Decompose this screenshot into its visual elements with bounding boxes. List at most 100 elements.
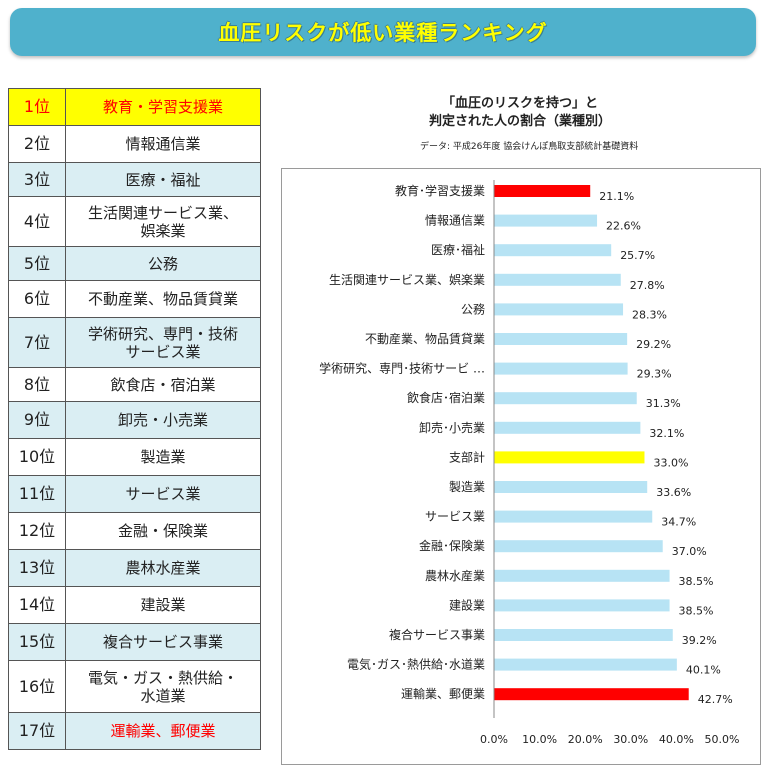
ranking-position: 13位: [8, 549, 66, 587]
ranking-industry-line: 娯楽業: [140, 221, 186, 240]
ranking-industry-line: 不動産業、物品賃貸業: [87, 290, 238, 308]
chart-bar: [494, 214, 598, 227]
ranking-industry: 公務: [65, 246, 261, 281]
category-label: 運輸業、郵便業: [401, 686, 485, 701]
ranking-industry-line: 水道業: [140, 686, 186, 705]
ranking-position: 8位: [8, 367, 66, 402]
chart-bar: [494, 421, 641, 434]
ranking-row: 12位 金融・保険業: [8, 512, 261, 550]
chart-bar: [494, 451, 645, 464]
ranking-industry: 不動産業、物品賃貸業: [65, 280, 261, 318]
chart-bar: [494, 510, 653, 523]
ranking-position: 12位: [8, 512, 66, 550]
data-label: 34.7%: [661, 516, 696, 529]
x-tick-label: 0.0%: [480, 733, 508, 746]
category-label: サービス業: [425, 510, 485, 524]
chart-bar: [494, 540, 663, 553]
ranking-industry: 農林水産業: [65, 549, 261, 587]
data-label: 39.2%: [682, 634, 717, 647]
ranking-position: 17位: [8, 712, 66, 750]
chart-bar: [494, 244, 612, 257]
chart-bar: [494, 569, 670, 582]
chart-bar: [494, 599, 670, 612]
ranking-industry-line: 運輸業、郵便業: [110, 722, 216, 740]
ranking-industry-line: 卸売・小売業: [117, 411, 208, 429]
data-label: 42.7%: [698, 693, 733, 706]
chart-bar: [494, 481, 648, 493]
data-label: 28.3%: [632, 308, 667, 321]
ranking-industry-line: 製造業: [140, 448, 186, 466]
ranking-row: 8位 飲食店・宿泊業: [8, 367, 261, 402]
data-label: 22.6%: [606, 220, 641, 233]
ranking-table: 1位 教育・学習支援業 2位 情報通信業 3位 医療・福祉 4位 生活関連サービス業、 娯楽業 5…: [8, 88, 261, 750]
data-label: 27.8%: [630, 279, 665, 292]
ranking-row: 13位 農林水産業: [8, 549, 261, 587]
ranking-position: 2位: [8, 125, 66, 163]
chart-bar: [494, 303, 624, 316]
ranking-row: 6位 不動産業、物品賃貸業: [8, 280, 261, 318]
data-label: 38.5%: [679, 604, 714, 617]
ranking-industry-line: 建設業: [140, 596, 186, 614]
ranking-industry: 教育・学習支援業: [65, 88, 261, 126]
data-label: 33.6%: [656, 486, 691, 499]
category-label: 飲食店･宿泊業: [407, 390, 485, 405]
chart-subtitle: データ: 平成26年度 協会けんぽ鳥取支部統計基礎資料: [420, 142, 639, 152]
data-label: 40.1%: [686, 664, 721, 677]
ranking-industry: 学術研究、専門・技術 サービス業: [65, 317, 261, 368]
chart-bar: [494, 629, 673, 641]
category-label: 情報通信業: [425, 214, 485, 228]
ranking-industry: 金融・保険業: [65, 512, 261, 550]
ranking-position: 3位: [8, 162, 66, 197]
chart-bar: [494, 273, 621, 286]
title-banner: 血圧リスクが低い業種ランキング: [10, 8, 756, 56]
data-label: 33.0%: [653, 456, 688, 469]
category-label: 金融･保険業: [419, 538, 485, 553]
ranking-position: 11位: [8, 475, 66, 513]
ranking-industry-line: 電気・ガス・熱供給・: [87, 668, 238, 687]
category-label: 教育･学習支援業: [395, 183, 485, 198]
chart-title-line-1: 「血圧のリスクを持つ」と: [441, 96, 598, 111]
data-label: 38.5%: [679, 575, 714, 588]
data-label: 29.2%: [636, 338, 671, 351]
category-label: 生活関連サービス業、娯楽業: [329, 273, 485, 287]
ranking-industry-line: 生活関連サービス業、: [87, 203, 238, 222]
ranking-industry-line: 学術研究、専門・技術: [87, 324, 238, 343]
category-label: 農林水産業: [425, 568, 485, 583]
ranking-industry-line: 飲食店・宿泊業: [110, 375, 216, 394]
x-tick-label: 40.0%: [659, 733, 694, 746]
category-label: 医療･福祉: [431, 242, 485, 257]
ranking-industry-line: 複合サービス事業: [102, 633, 223, 651]
category-label: 公務: [461, 302, 485, 316]
chart-bar: [494, 688, 689, 701]
category-label: 複合サービス事業: [389, 627, 485, 642]
x-tick-label: 50.0%: [705, 733, 740, 746]
ranking-industry: 製造業: [65, 438, 261, 476]
chart-bar: [494, 333, 628, 345]
data-label: 32.1%: [649, 427, 684, 440]
ranking-row: 15位 複合サービス事業: [8, 623, 261, 661]
ranking-row: 17位 運輸業、郵便業: [8, 712, 261, 750]
x-tick-label: 10.0%: [522, 733, 557, 746]
ranking-position: 4位: [8, 196, 66, 247]
data-label: 25.7%: [620, 249, 655, 262]
ranking-position: 6位: [8, 280, 66, 318]
category-label: 建設業: [449, 597, 485, 612]
ranking-industry: 生活関連サービス業、 娯楽業: [65, 196, 261, 247]
ranking-row: 11位 サービス業: [8, 475, 261, 513]
ranking-industry-line: 情報通信業: [125, 135, 201, 153]
ranking-industry-line: 医療・福祉: [125, 170, 201, 189]
ranking-row: 2位 情報通信業: [8, 125, 261, 163]
ranking-position: 9位: [8, 401, 66, 439]
ranking-position: 10位: [8, 438, 66, 476]
data-label: 37.0%: [672, 545, 707, 558]
ranking-industry: 電気・ガス・熱供給・ 水道業: [65, 660, 261, 713]
ranking-row: 16位 電気・ガス・熱供給・ 水道業: [8, 660, 261, 713]
ranking-industry-line: 金融・保険業: [117, 522, 208, 540]
category-label: 卸売･小売業: [419, 420, 485, 435]
page-title: 血圧リスクが低い業種ランキング: [218, 21, 548, 45]
ranking-position: 16位: [8, 660, 66, 713]
ranking-industry-line: サービス業: [125, 342, 201, 361]
chart-bar: [494, 658, 677, 671]
x-tick-label: 30.0%: [613, 733, 648, 746]
